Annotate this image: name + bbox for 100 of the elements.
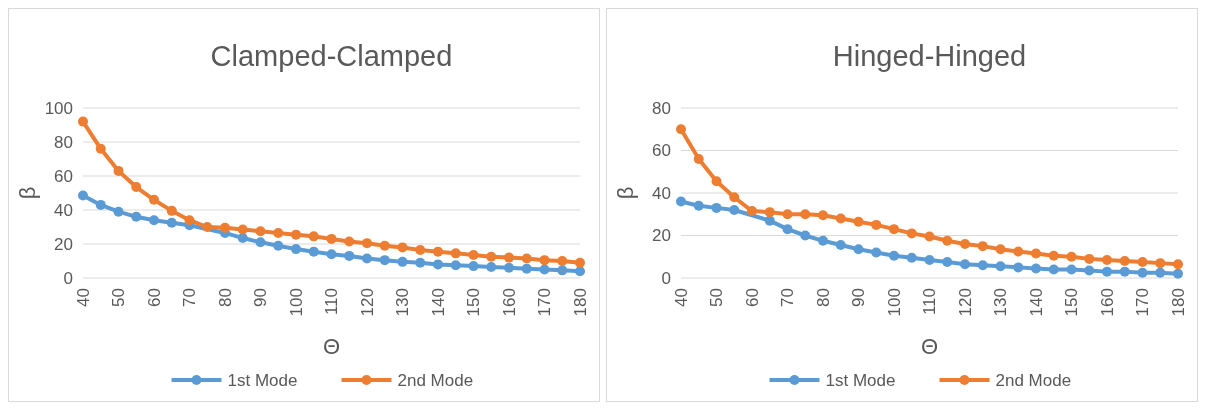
- point: [344, 236, 355, 247]
- y-axis-title: β: [15, 186, 40, 200]
- point: [853, 244, 864, 255]
- x-tick-label: 140: [1026, 288, 1046, 317]
- x-tick-label: 70: [778, 288, 798, 307]
- x-tick-label: 80: [813, 288, 833, 307]
- point: [1013, 246, 1024, 257]
- point: [1066, 251, 1077, 262]
- point: [711, 176, 722, 187]
- point: [889, 250, 899, 261]
- x-tick-label: 130: [991, 288, 1011, 317]
- point: [853, 216, 864, 227]
- point: [575, 266, 585, 277]
- x-tick-label: 60: [742, 288, 762, 307]
- point: [291, 229, 301, 240]
- point: [468, 261, 479, 272]
- x-tick-label: 150: [1062, 288, 1082, 317]
- point: [942, 257, 953, 268]
- point: [78, 116, 88, 127]
- point: [415, 244, 426, 255]
- point: [273, 240, 284, 251]
- point: [1102, 266, 1112, 277]
- x-tick-label: 160: [1097, 288, 1117, 317]
- point: [960, 259, 970, 270]
- point: [504, 252, 514, 263]
- point: [326, 233, 337, 244]
- point: [1084, 265, 1095, 276]
- point: [379, 240, 390, 251]
- point: [729, 192, 740, 203]
- point: [149, 194, 159, 205]
- x-tick-label: 180: [1168, 288, 1188, 317]
- point: [95, 199, 106, 210]
- point: [486, 261, 497, 272]
- point: [729, 205, 740, 215]
- point: [362, 238, 372, 249]
- point: [1173, 268, 1183, 279]
- point: [676, 196, 686, 207]
- point: [397, 242, 408, 253]
- point: [255, 226, 266, 237]
- point: [977, 241, 988, 252]
- x-tick-label: 110: [920, 288, 940, 316]
- point: [818, 235, 828, 246]
- point: [131, 211, 142, 222]
- x-tick-label: 160: [499, 288, 519, 317]
- point: [237, 233, 248, 244]
- point: [78, 190, 88, 201]
- point: [747, 206, 757, 217]
- point: [1102, 254, 1112, 265]
- point: [539, 264, 550, 275]
- x-tick-label: 100: [884, 288, 904, 317]
- point: [906, 228, 917, 239]
- point: [379, 255, 390, 266]
- point: [308, 246, 319, 257]
- legend-label: 2nd Mode: [397, 370, 474, 390]
- point: [871, 219, 882, 230]
- point: [113, 165, 124, 176]
- point: [693, 154, 704, 164]
- point: [468, 250, 479, 261]
- point: [960, 239, 970, 249]
- point: [202, 222, 213, 232]
- y-axis-title: β: [613, 186, 638, 200]
- point: [782, 224, 793, 235]
- x-axis-title: Θ: [322, 334, 341, 359]
- point: [942, 235, 953, 246]
- point: [184, 215, 195, 226]
- y-tick-label: 0: [661, 268, 671, 288]
- point: [995, 244, 1006, 255]
- point: [557, 265, 568, 276]
- x-tick-label: 180: [570, 288, 590, 317]
- x-tick-label: 90: [251, 288, 271, 307]
- chart-title: Hinged-Hinged: [832, 40, 1027, 72]
- point: [237, 224, 248, 235]
- point: [1173, 259, 1183, 270]
- y-tick-label: 60: [54, 166, 73, 186]
- point: [1048, 264, 1059, 275]
- point: [291, 244, 301, 255]
- y-tick-label: 20: [652, 226, 671, 246]
- point: [782, 209, 793, 220]
- x-tick-label: 130: [393, 288, 413, 317]
- point: [800, 230, 811, 241]
- point: [800, 209, 811, 220]
- x-tick-label: 40: [73, 288, 93, 307]
- point: [924, 254, 935, 265]
- point: [220, 222, 230, 233]
- point: [1066, 264, 1077, 275]
- point: [871, 247, 882, 258]
- point: [924, 231, 935, 242]
- point: [1137, 267, 1148, 278]
- legend-label: 1st Mode: [227, 370, 298, 390]
- x-tick-label: 110: [322, 288, 342, 316]
- point: [1119, 266, 1130, 277]
- point: [397, 256, 408, 267]
- legend-label: 2nd Mode: [995, 370, 1072, 390]
- point: [450, 248, 461, 259]
- point: [521, 253, 532, 264]
- point: [764, 215, 775, 226]
- legend-label: 1st Mode: [825, 370, 896, 390]
- x-tick-label: 60: [144, 288, 164, 307]
- point: [273, 227, 284, 238]
- point: [131, 182, 142, 193]
